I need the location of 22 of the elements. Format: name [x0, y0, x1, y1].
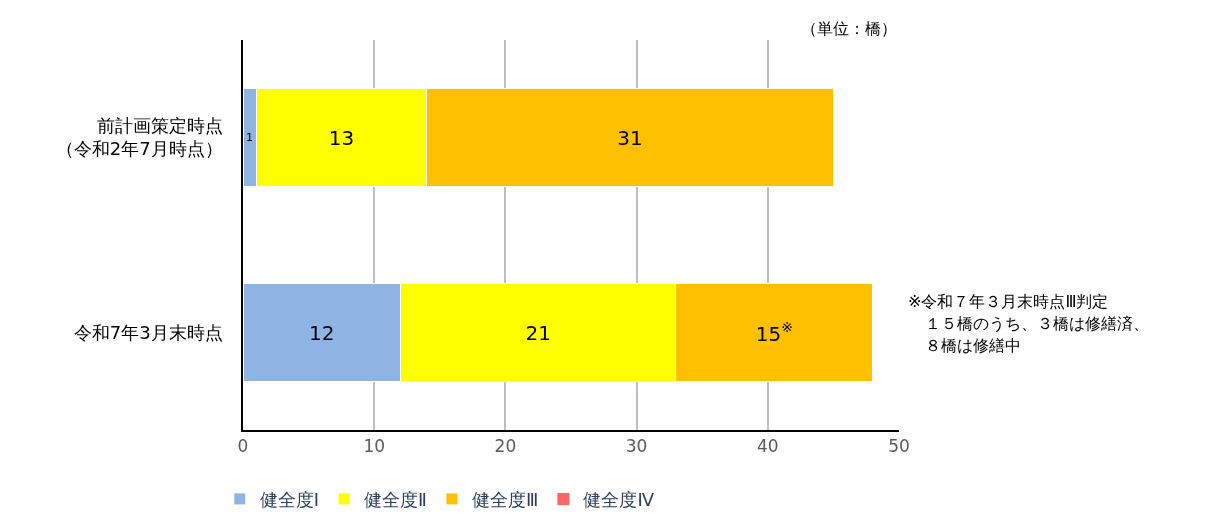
data-label: 12 [308, 320, 335, 345]
legend-label: 健全度Ⅱ [364, 488, 427, 510]
legend-label: 健全度Ⅲ [471, 488, 539, 510]
x-tick-label: 30 [625, 436, 648, 457]
x-tick-label: 10 [363, 436, 386, 457]
text: （単位：橋） [801, 19, 897, 38]
data-label: 13 [328, 125, 355, 150]
y-tick-label: 前計画策定時点（令和2年7月時点） [55, 115, 223, 160]
legend-label: 健全度Ⅰ [259, 488, 320, 510]
data-label: 21 [525, 320, 551, 345]
legend-label: 健全度Ⅳ [583, 488, 655, 510]
text: ８橋は修繕中 [925, 336, 1021, 355]
data-label: 15$^{※}$ [755, 319, 793, 346]
x-tick-label: 50 [888, 436, 910, 457]
text: １５橋のうち、３橋は修繕済、 [925, 314, 1149, 333]
data-label: 31 [617, 125, 643, 150]
data-label: 1 [246, 131, 254, 145]
y-tick-label: 令和7年3月末時点 [73, 321, 223, 343]
x-tick-label: 20 [494, 436, 517, 457]
text: ※令和７年３月末時点Ⅲ判定 [908, 292, 1109, 311]
x-tick-label: 40 [756, 436, 779, 457]
x-tick-label: 0 [237, 436, 249, 457]
